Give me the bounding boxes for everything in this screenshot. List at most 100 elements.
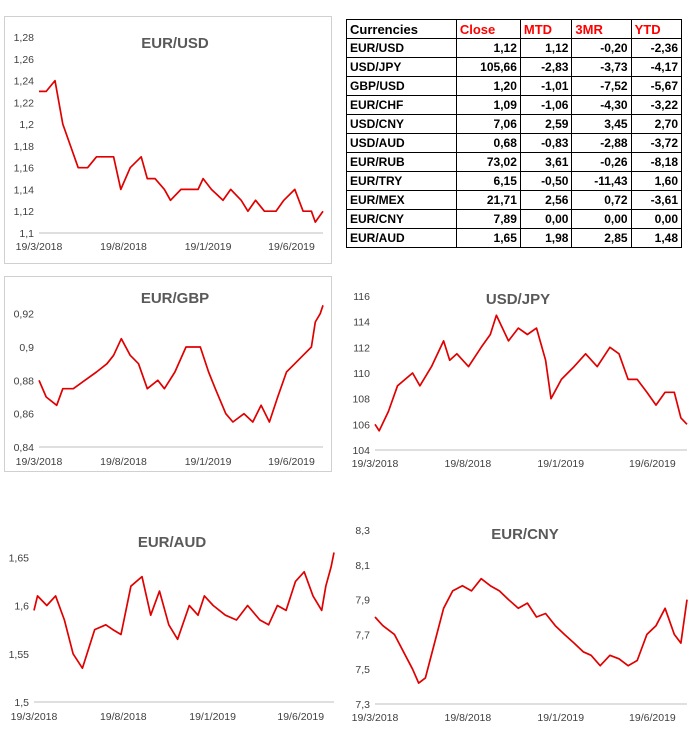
table-row: EUR/CHF 1,09 -1,06 -4,30 -3,22 [346, 95, 683, 115]
close-cell: 105,66 [455, 57, 521, 77]
euraud-y-tick-label: 1,65 [9, 552, 30, 564]
3mr-cell: -3,73 [571, 57, 632, 77]
eurusd-y-tick-label: 1,22 [14, 97, 35, 109]
ytd-cell: -3,61 [630, 190, 683, 210]
close-cell: 6,15 [455, 171, 521, 191]
table-title: Currencies [346, 19, 457, 39]
euraud-x-tick-label: 19/8/2018 [100, 711, 147, 723]
usdjpy-y-tick-label: 108 [352, 394, 370, 406]
eurgbp-y-tick-label: 0,84 [14, 442, 35, 454]
usdjpy-y-tick-label: 110 [353, 368, 370, 380]
eurcny-y-tick-label: 7,9 [355, 595, 370, 607]
eurusd-y-tick-label: 1,14 [14, 184, 35, 196]
close-cell: 1,20 [455, 76, 521, 96]
3mr-cell: -2,88 [571, 133, 632, 153]
euraud-chart: EUR/AUD 1,5 1,55 1,6 1,65 19/3/2018 19/8/2018 1… [9, 534, 335, 723]
3mr-cell: 2,85 [571, 228, 632, 248]
eurusd-y-tick-label: 1,18 [14, 141, 35, 153]
mtd-cell: 3,61 [519, 152, 573, 172]
close-cell: 1,09 [455, 95, 521, 115]
3mr-cell: 3,45 [571, 114, 632, 134]
pair-cell: EUR/MEX [346, 190, 457, 210]
eurusd-y-tick-label: 1,16 [14, 163, 35, 175]
table-body: EUR/USD 1,12 1,12 -0,20 -2,36 USD/JPY 10… [346, 38, 683, 248]
ytd-cell: 0,00 [630, 209, 683, 229]
eurcny-y-tick-label: 8,1 [355, 560, 370, 572]
usdjpy-y-tick-label: 114 [353, 317, 370, 329]
usdjpy-x-tick-label: 19/3/2018 [352, 458, 399, 470]
ytd-cell: -4,17 [630, 57, 683, 77]
3mr-cell: -4,30 [571, 95, 632, 115]
table-row: EUR/AUD 1,65 1,98 2,85 1,48 [346, 228, 683, 248]
mtd-cell: 2,56 [519, 190, 573, 210]
close-cell: 73,02 [455, 152, 521, 172]
usdjpy-chart: USD/JPY 104 106 108 110 112 114 116 19/3/2018 19/… [352, 291, 688, 470]
pair-cell: GBP/USD [346, 76, 457, 96]
mtd-cell: -2,83 [519, 57, 573, 77]
eurgbp-y-tick-label: 0,86 [14, 409, 35, 421]
table-row: GBP/USD 1,20 -1,01 -7,52 -5,67 [346, 76, 683, 96]
close-cell: 7,06 [455, 114, 521, 134]
ytd-cell: -8,18 [630, 152, 683, 172]
eurcny-x-tick-label: 19/8/2018 [445, 712, 492, 724]
table-header-row: Currencies Close MTD 3MR YTD [346, 19, 683, 39]
mtd-cell: 2,59 [519, 114, 573, 134]
3mr-cell: -11,43 [571, 171, 632, 191]
table-row: EUR/RUB 73,02 3,61 -0,26 -8,18 [346, 152, 683, 172]
usdjpy-y-tick-label: 116 [353, 291, 370, 303]
eurcny-y-tick-label: 7,7 [355, 629, 370, 641]
eurcny-y-tick-label: 8,3 [355, 525, 370, 537]
eurcny-x-tick-label: 19/3/2018 [352, 712, 399, 724]
ytd-cell: -3,72 [630, 133, 683, 153]
eurcny-chart: EUR/CNY 7,3 7,5 7,7 7,9 8,1 8,3 19/3/2018 19/8/2… [352, 525, 688, 724]
close-cell: 1,12 [455, 38, 521, 58]
eurusd-series-line [39, 79, 324, 223]
eurgbp-chart: EUR/GBP 0,84 0,86 0,88 0,9 0,92 19/3/2018 19/8/… [14, 290, 324, 468]
eurgbp-y-tick-label: 0,9 [19, 342, 34, 354]
ytd-cell: -5,67 [630, 76, 683, 96]
ytd-cell: 2,70 [630, 114, 683, 134]
usdjpy-y-tick-label: 104 [352, 445, 370, 457]
usdjpy-series-line [374, 314, 688, 432]
euraud-y-tick-label: 1,6 [14, 601, 29, 613]
euraud-series-line [33, 552, 335, 670]
eurgbp-series-line [38, 305, 324, 423]
eurusd-y-tick-label: 1,24 [14, 76, 35, 88]
usdjpy-x-tick-label: 19/8/2018 [445, 458, 492, 470]
eurusd-y-tick-label: 1,26 [14, 54, 35, 66]
eurusd-y-tick-label: 1,2 [19, 119, 34, 131]
currency-table: Currencies Close MTD 3MR YTD EUR/USD 1,1… [346, 19, 683, 248]
usdjpy-x-tick-label: 19/1/2019 [537, 458, 584, 470]
mtd-cell: -1,01 [519, 76, 573, 96]
eurusd-x-tick-label: 19/1/2019 [185, 241, 232, 253]
column-header-3mr: 3MR [571, 19, 632, 39]
mtd-cell: -1,06 [519, 95, 573, 115]
table-row: EUR/MEX 21,71 2,56 0,72 -3,61 [346, 190, 683, 210]
euraud-y-tick-label: 1,55 [9, 649, 30, 661]
column-header-ytd: YTD [630, 19, 683, 39]
ytd-cell: 1,48 [630, 228, 683, 248]
eurusd-x-tick-label: 19/8/2018 [100, 241, 147, 253]
column-header-close: Close [455, 19, 521, 39]
close-cell: 1,65 [455, 228, 521, 248]
eurcny-x-tick-label: 19/6/2019 [629, 712, 676, 724]
usdjpy-y-tick-label: 106 [352, 419, 370, 431]
eurusd-x-tick-label: 19/3/2018 [16, 241, 63, 253]
eurcny-chart-frame: EUR/CNY 7,3 7,5 7,7 7,9 8,1 8,3 19/3/2018 19/8/2… [343, 516, 693, 726]
table-row: EUR/CNY 7,89 0,00 0,00 0,00 [346, 209, 683, 229]
table-row: USD/CNY 7,06 2,59 3,45 2,70 [346, 114, 683, 134]
eurusd-y-tick-label: 1,28 [14, 32, 35, 44]
eurcny-y-tick-label: 7,5 [355, 664, 370, 676]
eurgbp-x-tick-label: 19/1/2019 [185, 456, 232, 468]
euraud-y-tick-label: 1,5 [14, 697, 29, 709]
eurusd-x-tick-label: 19/6/2019 [268, 241, 315, 253]
mtd-cell: 1,12 [519, 38, 573, 58]
eurcny-y-tick-label: 7,3 [355, 699, 370, 711]
3mr-cell: 0,00 [571, 209, 632, 229]
table-row: EUR/USD 1,12 1,12 -0,20 -2,36 [346, 38, 683, 58]
eurgbp-chart-title: EUR/GBP [141, 290, 209, 307]
mtd-cell: -0,83 [519, 133, 573, 153]
pair-cell: EUR/CNY [346, 209, 457, 229]
eurcny-series-line [374, 577, 688, 684]
mtd-cell: 0,00 [519, 209, 573, 229]
